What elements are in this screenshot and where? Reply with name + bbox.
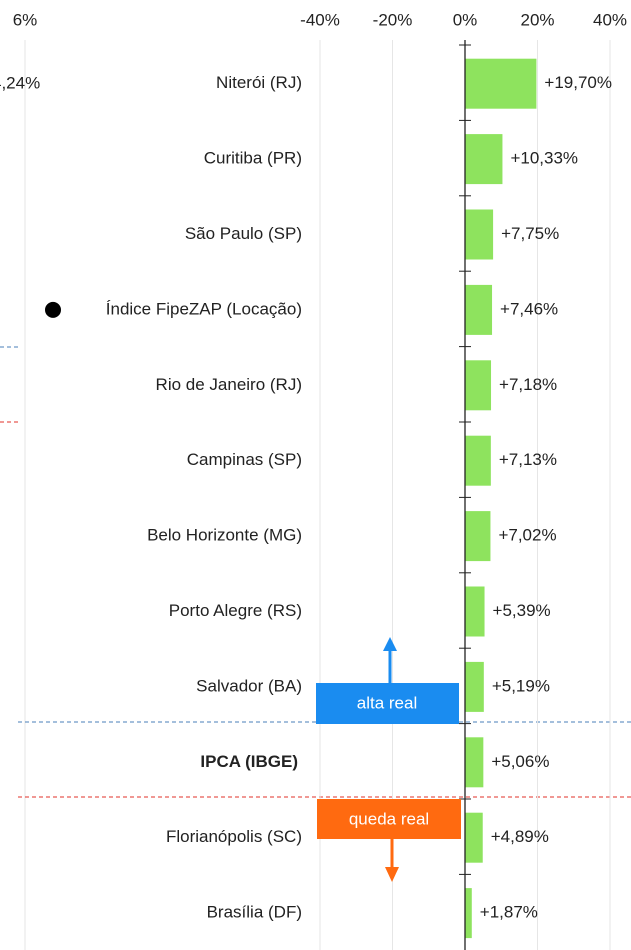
bar <box>465 360 492 411</box>
bar <box>465 511 491 562</box>
down-box <box>317 799 461 839</box>
up-label: alta real <box>357 693 417 712</box>
value-label: +7,18% <box>499 375 557 394</box>
bar <box>465 435 491 486</box>
down-arrow-head <box>385 867 399 882</box>
bar <box>465 888 472 939</box>
category-label: Niterói (RJ) <box>216 73 302 92</box>
value-label: +10,33% <box>510 149 578 168</box>
category-label: Florianópolis (SC) <box>166 827 302 846</box>
left-tick-label: 6% <box>13 10 38 29</box>
category-label: São Paulo (SP) <box>185 224 302 243</box>
value-label: +5,39% <box>493 601 551 620</box>
bar <box>465 737 484 788</box>
category-label: Rio de Janeiro (RJ) <box>156 375 302 394</box>
category-label: Brasília (DF) <box>207 903 302 922</box>
value-label: +5,06% <box>491 752 549 771</box>
bar <box>465 209 494 260</box>
bar <box>465 134 503 185</box>
value-label: +5,19% <box>492 676 550 695</box>
x-tick-label: 20% <box>520 10 554 29</box>
value-label: +1,87% <box>480 903 538 922</box>
category-label: IPCA (IBGE) <box>200 752 298 771</box>
bar <box>465 284 493 335</box>
bar <box>465 661 484 712</box>
x-tick-label: -20% <box>373 10 413 29</box>
value-label: +4,89% <box>491 827 549 846</box>
category-label: Campinas (SP) <box>187 450 302 469</box>
x-tick-label: 0% <box>453 10 478 29</box>
value-label: +7,13% <box>499 450 557 469</box>
category-label: Curitiba (PR) <box>204 149 302 168</box>
value-label: +7,02% <box>498 526 556 545</box>
bar <box>465 586 485 637</box>
value-label: +7,46% <box>500 299 558 318</box>
up-box <box>316 683 459 724</box>
category-label: Porto Alegre (RS) <box>169 601 302 620</box>
x-tick-label: 40% <box>593 10 627 29</box>
value-label: +19,70% <box>544 73 612 92</box>
up-arrow-head <box>383 637 397 651</box>
x-tick-label: -40% <box>300 10 340 29</box>
category-label: Salvador (BA) <box>196 676 302 695</box>
index-dot <box>45 301 61 318</box>
bar <box>465 812 483 863</box>
value-label: +7,75% <box>501 224 559 243</box>
category-label: Belo Horizonte (MG) <box>147 526 302 545</box>
category-label: Índice FipeZAP (Locação) <box>106 299 302 318</box>
left-value-label: 4,24% <box>0 73 40 92</box>
down-label: queda real <box>349 809 429 828</box>
bar <box>465 58 537 109</box>
